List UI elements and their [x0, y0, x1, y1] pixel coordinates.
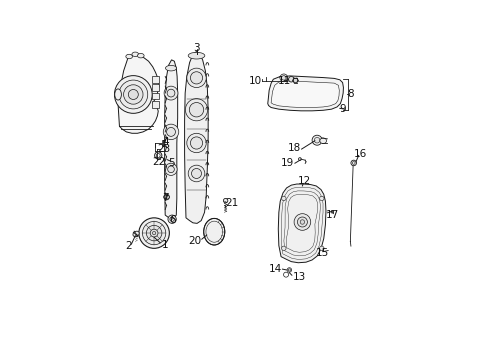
Polygon shape	[152, 76, 159, 82]
Circle shape	[319, 246, 324, 251]
Circle shape	[294, 214, 311, 230]
Text: 23: 23	[157, 144, 171, 154]
Circle shape	[139, 218, 170, 248]
Polygon shape	[152, 102, 159, 108]
Circle shape	[128, 90, 138, 99]
Circle shape	[280, 74, 288, 82]
Circle shape	[165, 163, 177, 175]
Circle shape	[167, 89, 175, 97]
Text: 3: 3	[193, 43, 200, 53]
Polygon shape	[271, 81, 339, 108]
Text: 2: 2	[125, 241, 132, 251]
Circle shape	[170, 217, 174, 221]
Circle shape	[168, 215, 176, 223]
Text: 5: 5	[168, 158, 174, 168]
Circle shape	[167, 127, 175, 136]
Circle shape	[282, 196, 286, 201]
Text: 9: 9	[339, 104, 346, 114]
Text: 17: 17	[326, 210, 339, 220]
Text: 19: 19	[281, 158, 294, 168]
Polygon shape	[268, 76, 343, 111]
Text: 1: 1	[162, 240, 169, 250]
Text: 15: 15	[316, 248, 329, 258]
Circle shape	[287, 268, 292, 272]
Circle shape	[163, 124, 179, 140]
Text: 16: 16	[353, 149, 367, 158]
Ellipse shape	[166, 66, 176, 71]
Circle shape	[168, 166, 174, 173]
Circle shape	[300, 220, 305, 224]
Circle shape	[187, 68, 206, 87]
Circle shape	[192, 168, 201, 179]
Circle shape	[293, 78, 298, 82]
Ellipse shape	[132, 52, 139, 57]
Circle shape	[289, 76, 294, 82]
Ellipse shape	[320, 138, 326, 144]
Circle shape	[191, 72, 203, 84]
Ellipse shape	[188, 52, 205, 59]
Ellipse shape	[133, 231, 139, 237]
Ellipse shape	[138, 53, 144, 58]
Polygon shape	[278, 184, 326, 263]
Polygon shape	[165, 60, 178, 219]
Polygon shape	[118, 54, 159, 133]
Text: 10: 10	[248, 76, 262, 86]
Circle shape	[191, 137, 203, 149]
Circle shape	[319, 196, 324, 201]
Bar	[162, 140, 165, 146]
Ellipse shape	[204, 219, 225, 245]
Circle shape	[189, 103, 204, 117]
Polygon shape	[185, 51, 208, 223]
Text: 14: 14	[269, 264, 282, 274]
Text: 18: 18	[288, 143, 301, 153]
Text: 21: 21	[225, 198, 239, 208]
Ellipse shape	[115, 89, 122, 100]
Circle shape	[314, 138, 320, 143]
Text: 11: 11	[278, 76, 291, 86]
Circle shape	[351, 160, 356, 166]
Text: 8: 8	[347, 90, 354, 99]
Circle shape	[123, 85, 143, 104]
Polygon shape	[152, 93, 159, 99]
Circle shape	[185, 99, 208, 121]
Text: 13: 13	[293, 273, 306, 283]
Circle shape	[164, 86, 178, 100]
Circle shape	[312, 135, 322, 145]
Circle shape	[187, 133, 206, 153]
Text: 6: 6	[169, 215, 175, 225]
Ellipse shape	[126, 54, 132, 59]
Circle shape	[147, 225, 162, 241]
Circle shape	[115, 76, 152, 113]
Text: 4: 4	[163, 138, 170, 148]
Circle shape	[152, 231, 156, 235]
Circle shape	[282, 76, 286, 80]
Circle shape	[119, 80, 147, 109]
Circle shape	[150, 229, 158, 237]
Circle shape	[143, 221, 166, 245]
Circle shape	[188, 165, 205, 182]
Text: 7: 7	[162, 193, 169, 203]
Text: 22: 22	[152, 157, 166, 167]
Circle shape	[297, 217, 307, 227]
Text: 20: 20	[188, 236, 201, 246]
Text: 12: 12	[298, 176, 311, 186]
Circle shape	[282, 246, 286, 251]
Polygon shape	[152, 84, 159, 91]
Circle shape	[223, 198, 228, 203]
